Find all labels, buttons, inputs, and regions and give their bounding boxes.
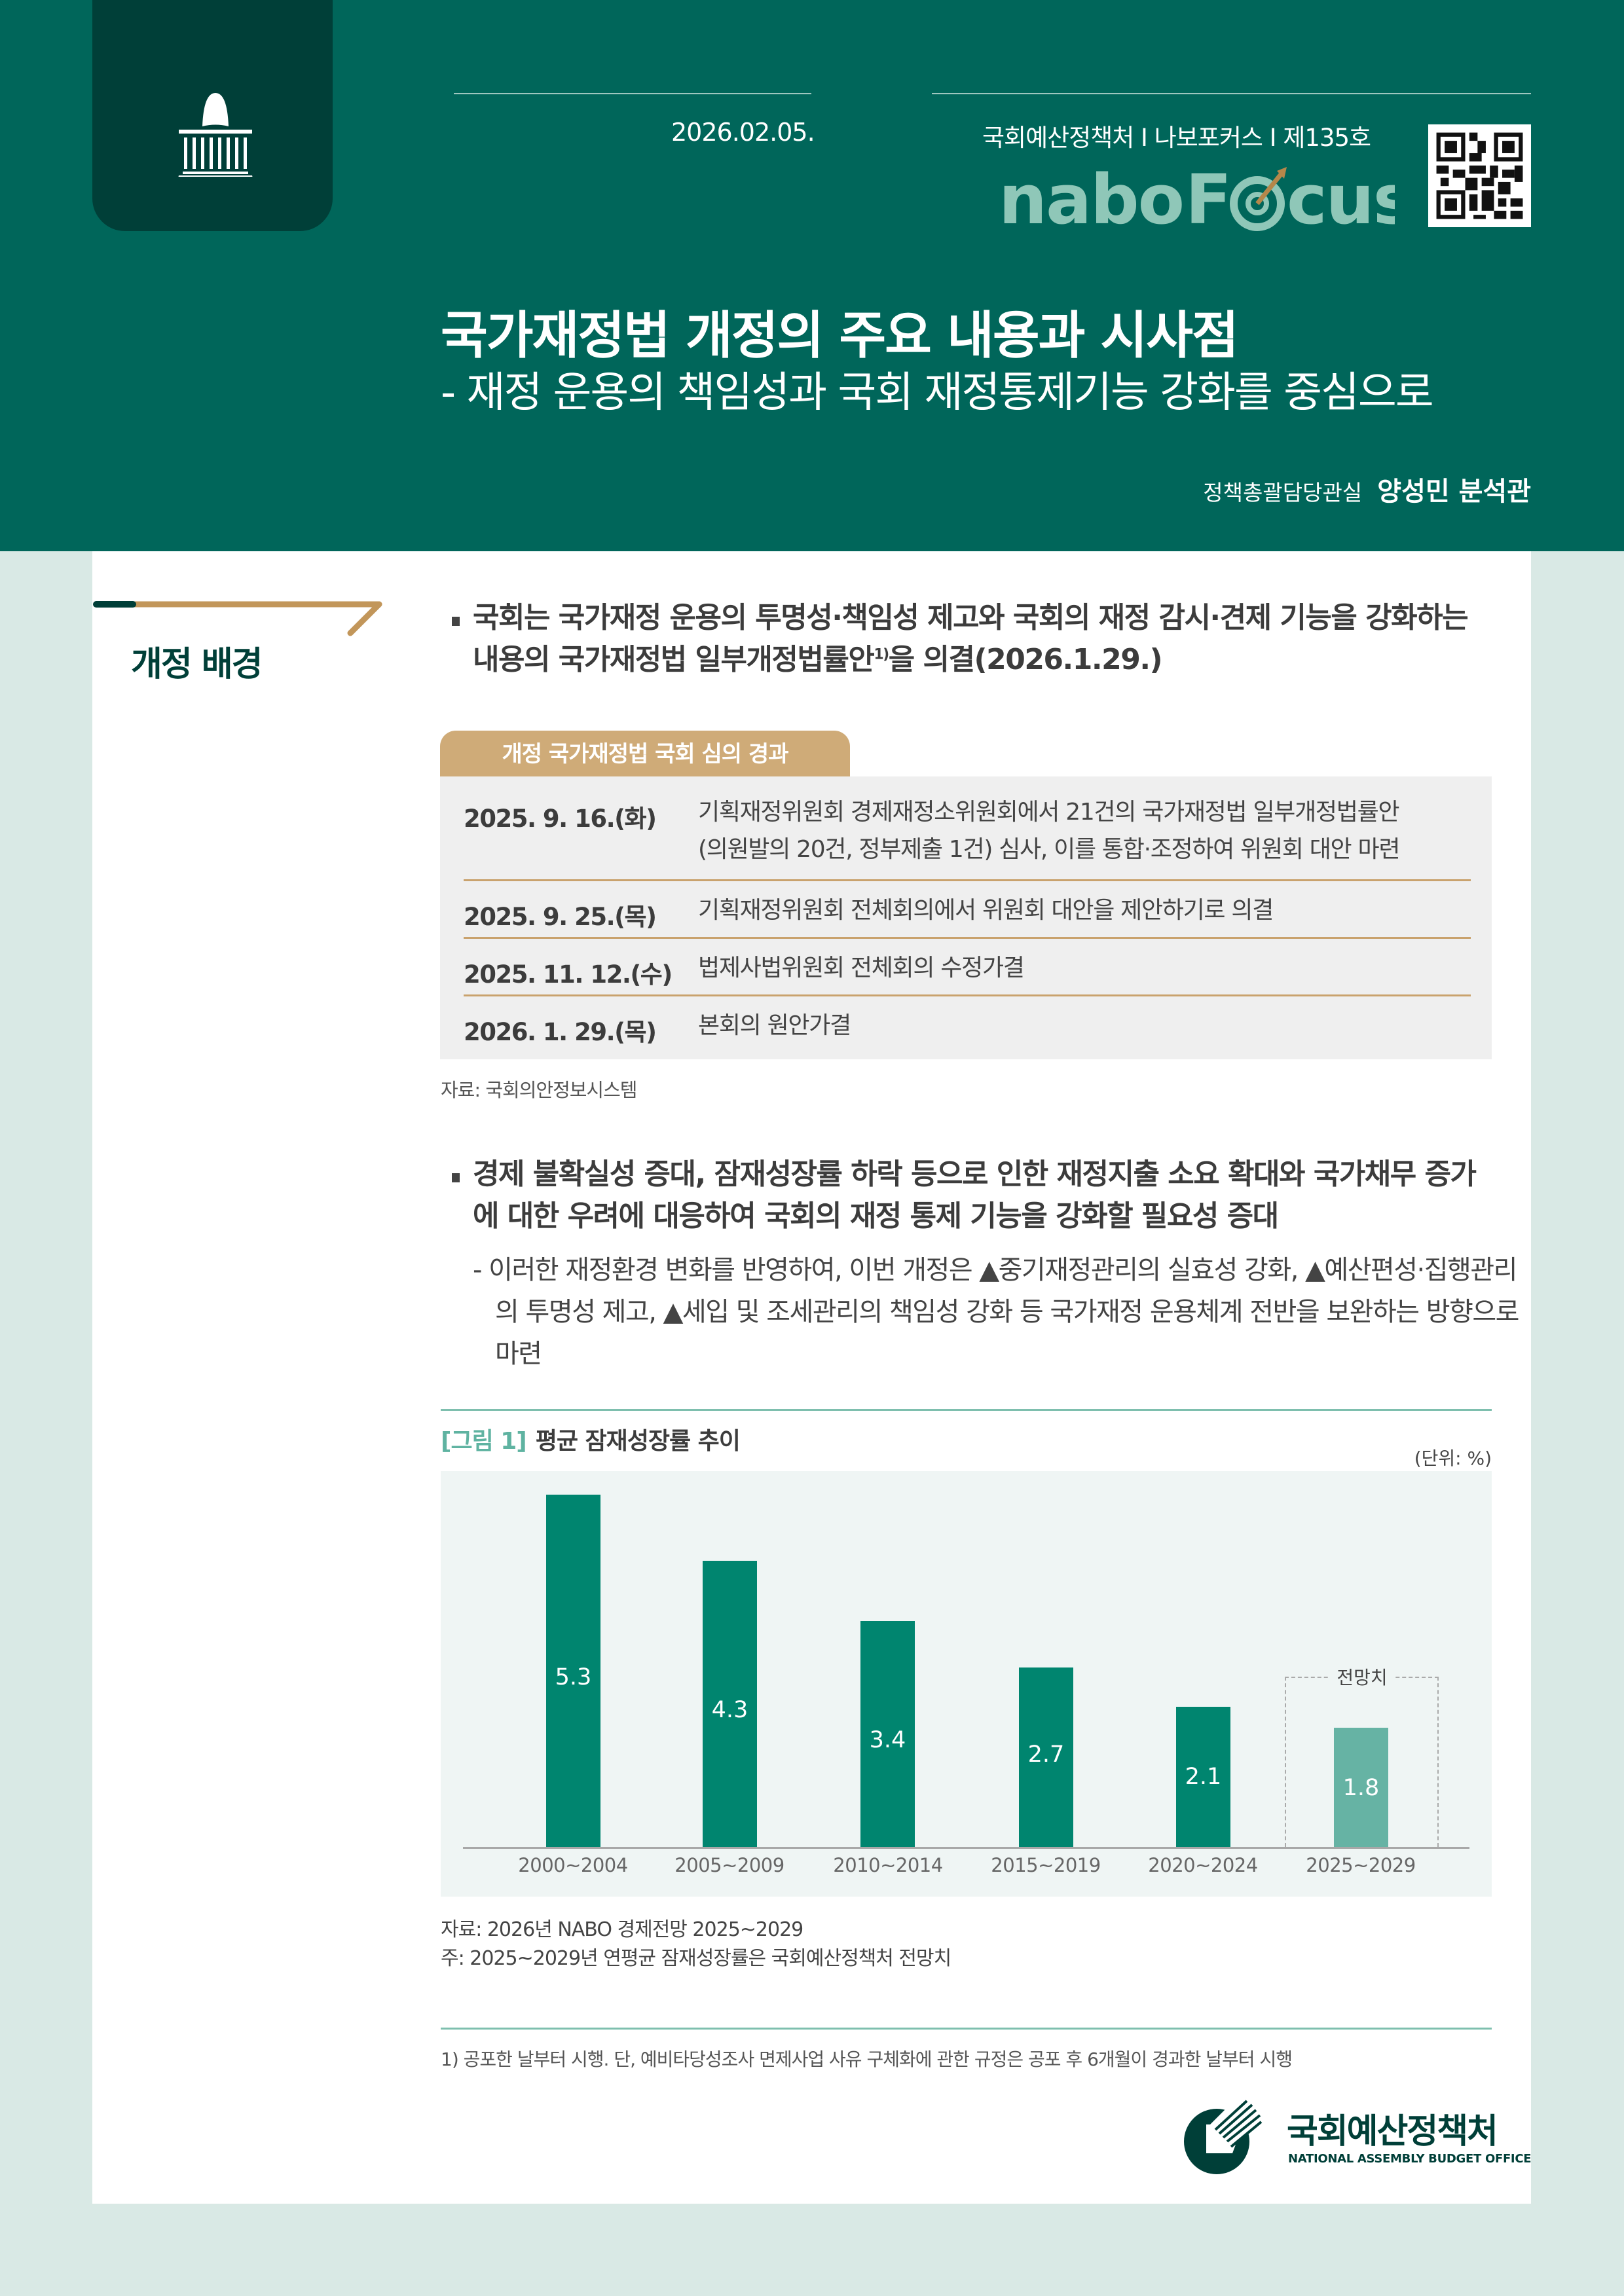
timeline-source: 자료: 국회의안정보시스템 bbox=[441, 1079, 637, 1101]
x-tick-label: 2020~2024 bbox=[1148, 1854, 1258, 1876]
svg-text:F: F bbox=[1185, 160, 1230, 234]
bar-value: 2.7 bbox=[1027, 1741, 1065, 1768]
timeline-tab-title: 개정 국가재정법 국회 심의 경과 bbox=[440, 731, 850, 778]
footnote-rule bbox=[441, 2028, 1492, 2030]
section-label: 개정 배경 bbox=[131, 645, 263, 684]
x-tick-label: 2025~2029 bbox=[1306, 1854, 1416, 1876]
timeline-desc: 기획재정위원회 경제재정소위원회에서 21건의 국가재정법 일부개정법률안 bbox=[698, 799, 1400, 826]
issue-date: 2026.02.05. bbox=[671, 118, 815, 147]
bar-2010-2014 bbox=[860, 1621, 915, 1847]
row-divider bbox=[464, 879, 1471, 881]
bar-value: 2.1 bbox=[1185, 1764, 1222, 1790]
bar-value: 1.8 bbox=[1342, 1775, 1380, 1801]
qr-code[interactable] bbox=[1428, 124, 1531, 227]
bar-2025-2029-forecast bbox=[1334, 1728, 1388, 1847]
bullet-1-text-after: 을 의결(2026.1.29.) bbox=[888, 643, 1163, 676]
timeline-table: 2025. 9. 16.(화) 기획재정위원회 경제재정소위원회에서 21건의 … bbox=[440, 776, 1492, 1059]
national-assembly-icon bbox=[178, 93, 253, 177]
bullet-2-text: 경제 불확실성 증대, 잠재성장률 하락 등으로 인한 재정지출 소요 확대와 … bbox=[473, 1157, 1477, 1233]
footnote-ref[interactable]: 1) bbox=[874, 646, 889, 663]
timeline-desc: 본회의 원안가결 bbox=[698, 1012, 851, 1039]
qr-code-icon bbox=[1428, 124, 1531, 227]
bullet-square-icon bbox=[452, 617, 460, 626]
document-title: 국가재정법 개정의 주요 내용과 시사점 bbox=[441, 306, 1239, 365]
chart-area bbox=[441, 1471, 1492, 1897]
bar-value: 4.3 bbox=[711, 1697, 748, 1723]
org-name-korean: 국회예산정책처 bbox=[1287, 2112, 1498, 2151]
bar-value: 5.3 bbox=[555, 1664, 592, 1690]
x-tick-label: 2005~2009 bbox=[674, 1854, 784, 1876]
timeline-date: 2026. 1. 29.(목) bbox=[464, 1018, 657, 1046]
bullet-2: 경제 불확실성 증대, 잠재성장률 하락 등으로 인한 재정지출 소요 확대와 … bbox=[452, 1154, 1500, 1237]
author-name: 양성민 분석관 bbox=[1377, 477, 1531, 507]
figure-title-text: 평균 잠재성장률 추이 bbox=[535, 1428, 741, 1455]
footnote-1: 1) 공포한 날부터 시행. 단, 예비타당성조사 면제사업 사유 구체화에 관… bbox=[441, 2049, 1293, 2070]
row-divider bbox=[464, 937, 1471, 939]
timeline-row: 2025. 11. 12.(수) 법제사법위원회 전체회의 수정가결 bbox=[464, 949, 1471, 989]
bar-2005-2009 bbox=[703, 1561, 757, 1847]
x-tick-label: 2000~2004 bbox=[518, 1854, 628, 1876]
x-tick-label: 2015~2019 bbox=[991, 1854, 1101, 1876]
series-info: 국회예산정책처 I 나보포커스 I 제135호 bbox=[982, 124, 1371, 152]
nabo-emblem-icon bbox=[1184, 2100, 1263, 2174]
svg-text:nabo: nabo bbox=[999, 160, 1183, 234]
timeline-date: 2025. 9. 16.(화) bbox=[464, 805, 657, 833]
bullet-1: 국회는 국가재정 운용의 투명성·책임성 제고와 국회의 재정 감시·견제 기능… bbox=[452, 597, 1500, 681]
timeline-desc: 법제사법위원회 전체회의 수정가결 bbox=[698, 955, 1025, 981]
timeline-row: 2025. 9. 16.(화) 기획재정위원회 경제재정소위원회에서 21건의 … bbox=[464, 793, 1471, 872]
author-department: 정책총괄담당관실 bbox=[1203, 480, 1363, 505]
bar-2020-2024 bbox=[1176, 1707, 1230, 1847]
figure-source: 자료: 2026년 NABO 경제전망 2025~2029 bbox=[441, 1918, 803, 1941]
nabo-focus-logo: nabo F cus bbox=[999, 159, 1414, 240]
timeline-row: 2025. 9. 25.(목) 기획재정위원회 전체회의에서 위원회 대안을 제… bbox=[464, 892, 1471, 931]
x-tick-label: 2010~2014 bbox=[833, 1854, 943, 1876]
series-divider-line bbox=[932, 93, 1531, 94]
author-line: 정책총괄담당관실 양성민 분석관 bbox=[1203, 470, 1531, 508]
timeline-row: 2026. 1. 29.(목) 본회의 원안가결 bbox=[464, 1007, 1471, 1046]
timeline-date: 2025. 9. 25.(목) bbox=[464, 903, 657, 931]
bullet-1-text: 국회는 국가재정 운용의 투명성·책임성 제고와 국회의 재정 감시·견제 기능… bbox=[473, 601, 1469, 676]
assembly-logo-box bbox=[92, 0, 333, 231]
section-arrow-decoration bbox=[93, 601, 382, 636]
figure-title: [그림 1] 평균 잠재성장률 추이 bbox=[441, 1422, 741, 1456]
bullet-2-sub: - 이러한 재정환경 변화를 반영하여, 이번 개정은 ▲중기재정관리의 실효성… bbox=[473, 1255, 1519, 1369]
figure-note: 주: 2025~2029년 연평균 잠재성장률은 국회예산정책처 전망치 bbox=[441, 1947, 951, 1970]
date-divider-line bbox=[454, 93, 811, 94]
bar-2015-2019 bbox=[1019, 1667, 1073, 1847]
nabo-focus-logo-icon: nabo F cus bbox=[999, 160, 1414, 240]
bullet-square-icon bbox=[452, 1173, 460, 1182]
bar-2000-2004 bbox=[546, 1495, 600, 1847]
figure-top-rule bbox=[441, 1409, 1492, 1411]
figure-unit: (단위: %) bbox=[1414, 1448, 1492, 1469]
document-subtitle: - 재정 운용의 책임성과 국회 재정통제기능 강화를 중심으로 bbox=[441, 369, 1434, 417]
figure-number: [그림 1] bbox=[441, 1428, 527, 1455]
svg-text:cus: cus bbox=[1287, 160, 1395, 234]
forecast-label: 전망치 bbox=[1329, 1664, 1395, 1690]
timeline-desc: (의원발의 20건, 정부제출 1건) 심사, 이를 통합·조정하여 위원회 대… bbox=[698, 836, 1400, 863]
org-name-english: NATIONAL ASSEMBLY BUDGET OFFICE bbox=[1288, 2152, 1532, 2166]
bar-value: 3.4 bbox=[869, 1727, 906, 1753]
timeline-date: 2025. 11. 12.(수) bbox=[464, 960, 673, 989]
timeline-desc: 기획재정위원회 전체회의에서 위원회 대안을 제안하기로 의결 bbox=[698, 897, 1274, 924]
x-axis-line bbox=[463, 1847, 1469, 1849]
row-divider bbox=[464, 994, 1471, 996]
nabo-org-logo bbox=[1184, 2098, 1263, 2177]
